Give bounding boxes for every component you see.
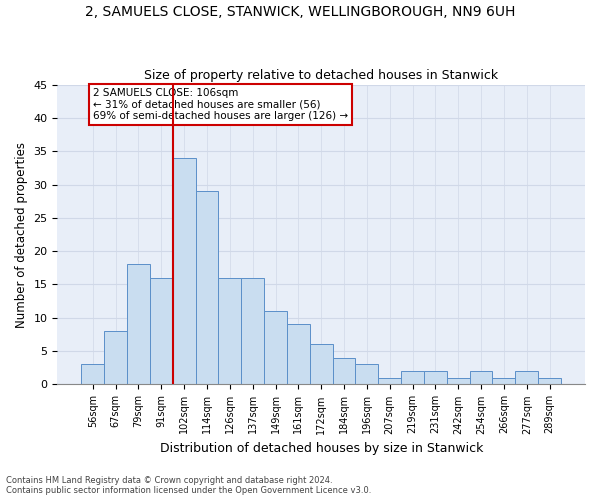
Bar xyxy=(287,324,310,384)
Bar xyxy=(218,278,241,384)
Bar xyxy=(196,191,218,384)
Text: 2 SAMUELS CLOSE: 106sqm
← 31% of detached houses are smaller (56)
69% of semi-de: 2 SAMUELS CLOSE: 106sqm ← 31% of detache… xyxy=(93,88,348,121)
Y-axis label: Number of detached properties: Number of detached properties xyxy=(15,142,28,328)
Bar xyxy=(241,278,264,384)
Bar xyxy=(310,344,332,385)
Bar xyxy=(493,378,515,384)
Title: Size of property relative to detached houses in Stanwick: Size of property relative to detached ho… xyxy=(144,69,498,82)
Bar xyxy=(470,371,493,384)
Text: 2, SAMUELS CLOSE, STANWICK, WELLINGBOROUGH, NN9 6UH: 2, SAMUELS CLOSE, STANWICK, WELLINGBOROU… xyxy=(85,5,515,19)
Bar xyxy=(127,264,150,384)
Bar xyxy=(379,378,401,384)
Bar xyxy=(401,371,424,384)
Bar xyxy=(173,158,196,384)
Bar xyxy=(104,331,127,384)
Bar xyxy=(264,311,287,384)
Bar xyxy=(82,364,104,384)
X-axis label: Distribution of detached houses by size in Stanwick: Distribution of detached houses by size … xyxy=(160,442,483,455)
Text: Contains HM Land Registry data © Crown copyright and database right 2024.
Contai: Contains HM Land Registry data © Crown c… xyxy=(6,476,371,495)
Bar xyxy=(332,358,355,384)
Bar xyxy=(538,378,561,384)
Bar xyxy=(150,278,173,384)
Bar xyxy=(424,371,447,384)
Bar xyxy=(515,371,538,384)
Bar xyxy=(447,378,470,384)
Bar xyxy=(355,364,379,384)
